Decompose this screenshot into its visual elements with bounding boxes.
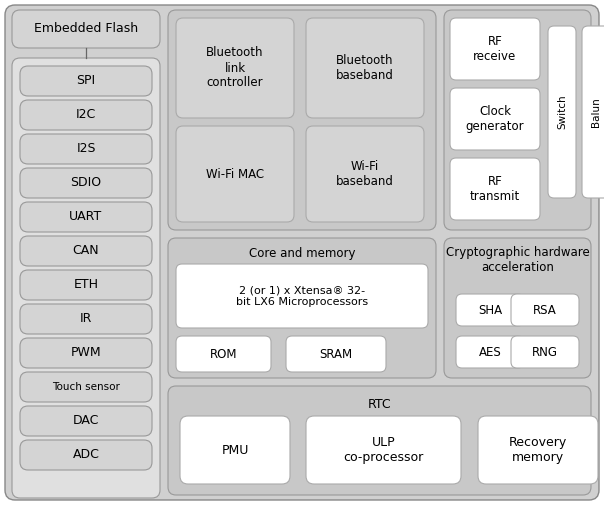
Text: DAC: DAC (73, 415, 99, 428)
FancyBboxPatch shape (20, 100, 152, 130)
FancyBboxPatch shape (456, 336, 524, 368)
Text: I2S: I2S (76, 142, 96, 156)
FancyBboxPatch shape (176, 126, 294, 222)
Text: AES: AES (478, 345, 501, 359)
FancyBboxPatch shape (180, 416, 290, 484)
FancyBboxPatch shape (450, 158, 540, 220)
Text: PMU: PMU (221, 443, 249, 457)
FancyBboxPatch shape (20, 66, 152, 96)
FancyBboxPatch shape (20, 134, 152, 164)
FancyBboxPatch shape (548, 26, 576, 198)
Text: ROM: ROM (210, 347, 237, 361)
FancyBboxPatch shape (511, 294, 579, 326)
Text: SPI: SPI (77, 75, 95, 87)
Text: SDIO: SDIO (71, 177, 101, 189)
Text: Wi-Fi MAC: Wi-Fi MAC (206, 168, 264, 180)
Text: Switch: Switch (557, 95, 567, 129)
Text: RF
receive: RF receive (474, 35, 516, 63)
Text: ADC: ADC (72, 448, 100, 462)
FancyBboxPatch shape (306, 126, 424, 222)
FancyBboxPatch shape (12, 58, 160, 498)
Text: PWM: PWM (71, 346, 101, 360)
Text: I2C: I2C (76, 109, 96, 122)
FancyBboxPatch shape (20, 168, 152, 198)
FancyBboxPatch shape (456, 294, 524, 326)
Text: Bluetooth
link
controller: Bluetooth link controller (206, 46, 264, 89)
Text: SHA: SHA (478, 304, 502, 317)
Text: RF
transmit: RF transmit (470, 175, 520, 203)
FancyBboxPatch shape (5, 5, 599, 500)
Text: Bluetooth
baseband: Bluetooth baseband (336, 54, 394, 82)
FancyBboxPatch shape (20, 270, 152, 300)
Text: IR: IR (80, 313, 92, 326)
FancyBboxPatch shape (20, 338, 152, 368)
FancyBboxPatch shape (306, 416, 461, 484)
FancyBboxPatch shape (168, 386, 591, 495)
FancyBboxPatch shape (20, 202, 152, 232)
Text: Embedded Flash: Embedded Flash (34, 23, 138, 35)
Text: SRAM: SRAM (320, 347, 353, 361)
Text: Cryptographic hardware
acceleration: Cryptographic hardware acceleration (446, 246, 590, 274)
FancyBboxPatch shape (20, 304, 152, 334)
FancyBboxPatch shape (12, 10, 160, 48)
Text: Core and memory: Core and memory (249, 246, 355, 260)
Text: CAN: CAN (72, 244, 99, 258)
FancyBboxPatch shape (450, 88, 540, 150)
FancyBboxPatch shape (444, 238, 591, 378)
FancyBboxPatch shape (306, 18, 424, 118)
Text: Wi-Fi
baseband: Wi-Fi baseband (336, 160, 394, 188)
Text: RSA: RSA (533, 304, 557, 317)
FancyBboxPatch shape (176, 264, 428, 328)
Text: Balun: Balun (591, 97, 601, 127)
Text: ETH: ETH (74, 278, 98, 291)
FancyBboxPatch shape (450, 18, 540, 80)
Text: ULP
co-processor: ULP co-processor (344, 436, 423, 464)
FancyBboxPatch shape (20, 372, 152, 402)
Text: UART: UART (69, 211, 103, 224)
FancyBboxPatch shape (176, 18, 294, 118)
FancyBboxPatch shape (286, 336, 386, 372)
Text: Recovery
memory: Recovery memory (509, 436, 567, 464)
FancyBboxPatch shape (168, 10, 436, 230)
Text: Touch sensor: Touch sensor (52, 382, 120, 392)
Text: RTC: RTC (368, 397, 391, 411)
FancyBboxPatch shape (168, 238, 436, 378)
Text: RNG: RNG (532, 345, 558, 359)
FancyBboxPatch shape (20, 440, 152, 470)
FancyBboxPatch shape (582, 26, 604, 198)
FancyBboxPatch shape (20, 406, 152, 436)
FancyBboxPatch shape (511, 336, 579, 368)
FancyBboxPatch shape (176, 336, 271, 372)
Text: 2 (or 1) x Xtensa® 32-
bit LX6 Microprocessors: 2 (or 1) x Xtensa® 32- bit LX6 Microproc… (236, 285, 368, 307)
FancyBboxPatch shape (478, 416, 598, 484)
FancyBboxPatch shape (444, 10, 591, 230)
FancyBboxPatch shape (20, 236, 152, 266)
Text: Clock
generator: Clock generator (466, 105, 524, 133)
